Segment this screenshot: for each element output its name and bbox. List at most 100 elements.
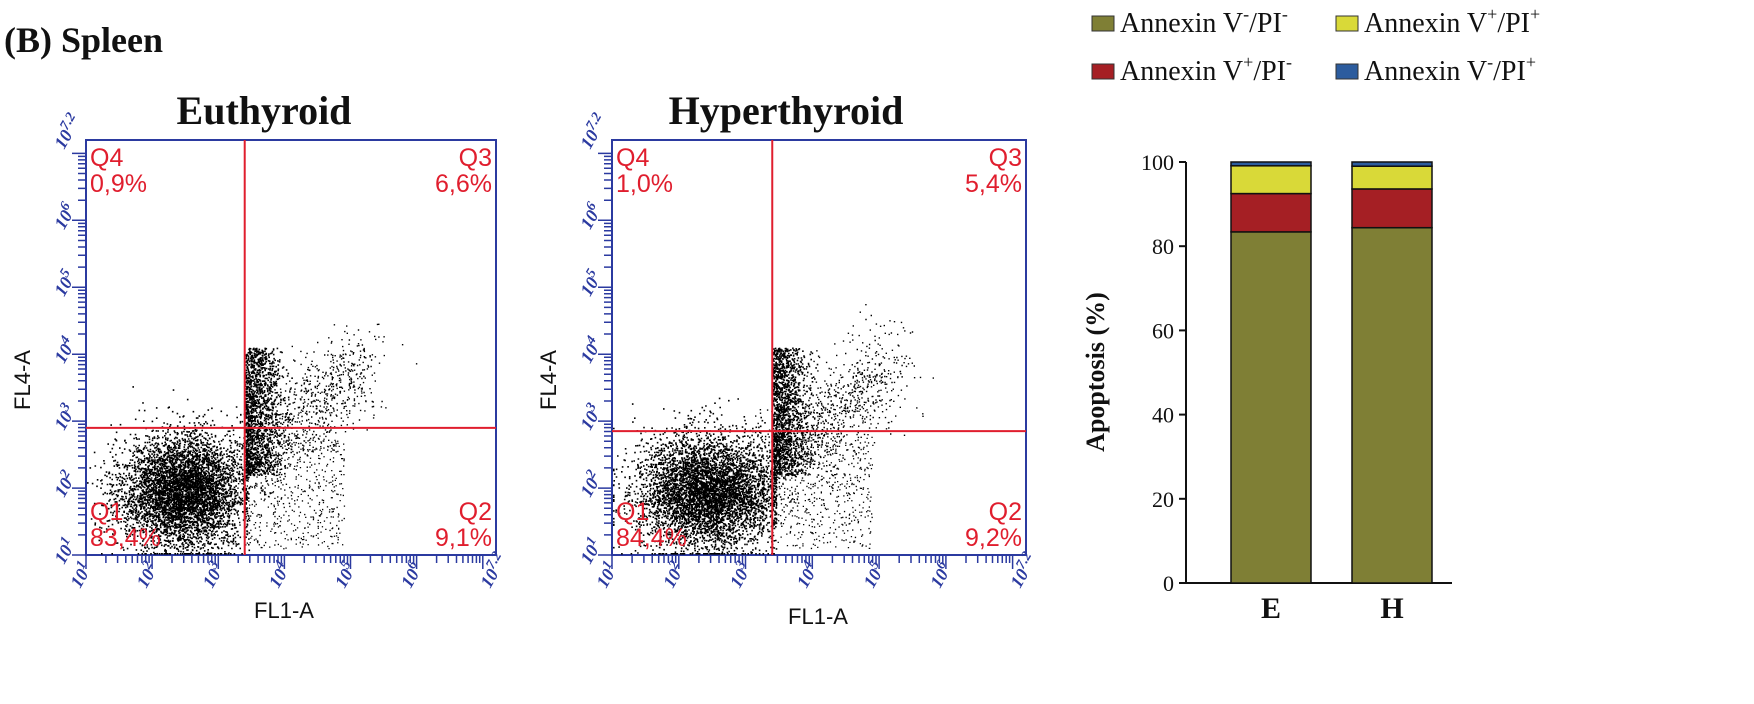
chart-legend: Annexin V-/PI- Annexin V+/PI+Annexin V+/P…: [1091, 4, 1540, 87]
x-tick-exponent: 2: [139, 558, 156, 572]
x-tick-label: 106: [395, 558, 427, 591]
legend-label-mid: /PI: [1253, 56, 1286, 87]
flow-plot-hyperthyroid: Hyperthyroid 101101102102103103104104105…: [536, 88, 1041, 629]
y-tick-exponent: 5: [583, 267, 599, 281]
y-tick-label: 107.2: [574, 110, 611, 152]
y-tick-exponent: 6: [583, 200, 599, 214]
quadrant-q3-value: 5,4%: [965, 170, 1022, 198]
y-tick-label: 107.2: [48, 110, 85, 152]
legend-label-sup: -: [1282, 4, 1288, 24]
quadrant-q1-name: Q1: [616, 498, 649, 526]
bar-segment: [1230, 192, 1312, 233]
y-tick-label: 105: [574, 267, 606, 300]
x-tick-label: 104: [791, 558, 823, 591]
legend-label-base: Annexin V: [1364, 56, 1487, 87]
x-tick-label: 102: [657, 558, 689, 591]
y-tick-label: 102: [574, 467, 606, 500]
quadrant-q2-value: 9,1%: [435, 524, 492, 552]
quadrant-q3-name: Q3: [989, 144, 1022, 172]
legend-label-mid: /PI: [1493, 56, 1526, 87]
quadrant-q1-value: 84,4%: [616, 524, 687, 552]
legend-label-sup: -: [1487, 52, 1493, 72]
y-tick-exponent: 7.2: [583, 110, 605, 133]
x-tick-exponent: 5: [867, 558, 883, 572]
legend-label-base: Annexin V: [1120, 8, 1243, 39]
legend-label-base: Annexin V: [1364, 8, 1487, 39]
x-tick-exponent: 3: [205, 558, 222, 572]
panel-label: (B) Spleen: [4, 20, 163, 60]
legend-label-sup: -: [1243, 4, 1249, 24]
x-tick-label: 105: [329, 558, 361, 591]
x-tick-exponent: 7.2: [483, 549, 505, 572]
y-tick-exponent: 4: [583, 334, 600, 348]
y-tick-exponent: 2: [583, 467, 600, 481]
flow-plot-title: Hyperthyroid: [669, 88, 904, 133]
x-tick-exponent: 4: [271, 558, 288, 572]
scatter-dots: [87, 323, 418, 555]
legend-label-sup: -: [1286, 52, 1292, 72]
quadrant-q2-name: Q2: [989, 498, 1022, 526]
quadrant-q4-name: Q4: [90, 144, 123, 172]
y-tick-exponent: 4: [57, 334, 74, 348]
bar-segment: [1351, 165, 1433, 190]
y-tick-label: 103: [574, 400, 606, 433]
quadrant-q2-name: Q2: [459, 498, 492, 526]
stacked-bar-chart: Apoptosis (%) 0 20 40 60 80 100 E H: [1081, 150, 1452, 625]
legend-label-sup: +: [1243, 52, 1253, 72]
event-dots: [87, 323, 418, 555]
legend-label-mid: /PI: [1497, 8, 1530, 39]
x-tick-label: 106: [924, 558, 956, 591]
quadrant-q4-value: 1,0%: [616, 170, 673, 198]
y-tick-exponent: 1: [57, 534, 73, 548]
bar-y-tick-label: 0: [1163, 571, 1174, 596]
x-tick-label: 102: [131, 558, 163, 591]
y-axis-label: FL4-A: [10, 350, 35, 410]
x-tick-exponent: 3: [732, 558, 749, 572]
y-tick-exponent: 6: [57, 200, 73, 214]
quadrant-q4-value: 0,9%: [90, 170, 147, 198]
x-tick-exponent: 6: [404, 558, 420, 572]
y-tick-exponent: 3: [57, 400, 74, 414]
x-tick-exponent: 2: [666, 558, 683, 572]
bar-segment: [1351, 161, 1433, 167]
y-tick-label: 104: [574, 334, 606, 367]
y-tick-exponent: 2: [57, 467, 74, 481]
legend-label: Annexin V-/PI+: [1364, 52, 1536, 87]
x-tick-label: 104: [263, 558, 295, 591]
y-tick-label: 102: [48, 467, 80, 500]
x-axis-label: FL1-A: [254, 598, 314, 623]
x-tick-exponent: 6: [933, 558, 949, 572]
bar-segment: [1230, 231, 1312, 584]
legend-label: Annexin V-/PI-: [1120, 4, 1288, 39]
legend-label-mid: /PI: [1249, 8, 1282, 39]
quadrant-q4-name: Q4: [616, 144, 649, 172]
y-tick-label: 106: [48, 200, 80, 233]
bar-y-axis-label: Apoptosis (%): [1081, 292, 1110, 452]
x-tick-exponent: 1: [599, 558, 615, 572]
bar-category-label: E: [1261, 592, 1281, 625]
y-tick-label: 106: [574, 200, 606, 233]
plot-frame: [85, 139, 497, 556]
bar-segment: [1351, 188, 1433, 229]
legend-swatch: [1335, 15, 1359, 32]
x-tick-exponent: 5: [338, 558, 354, 572]
x-tick-label: 103: [724, 558, 756, 591]
plot-frame: [611, 139, 1027, 556]
legend-label-sup: +: [1487, 4, 1497, 24]
y-tick-label: 103: [48, 400, 80, 433]
y-tick-exponent: 1: [583, 534, 599, 548]
quadrant-q3-value: 6,6%: [435, 170, 492, 198]
y-tick-exponent: 5: [57, 267, 73, 281]
quadrant-q3-name: Q3: [459, 144, 492, 172]
bar-y-tick-label: 80: [1152, 234, 1174, 259]
legend-label: Annexin V+/PI+: [1364, 4, 1540, 39]
legend-label-sup: +: [1526, 52, 1536, 72]
bar-category-label: H: [1380, 592, 1403, 625]
bar-y-tick-label: 60: [1152, 318, 1174, 343]
tick-marks: [598, 152, 1014, 569]
quadrant-q1-value: 83,4%: [90, 524, 161, 552]
y-tick-exponent: 3: [583, 400, 600, 414]
tick-marks: [72, 152, 484, 569]
flow-plot-title: Euthyroid: [177, 88, 352, 133]
